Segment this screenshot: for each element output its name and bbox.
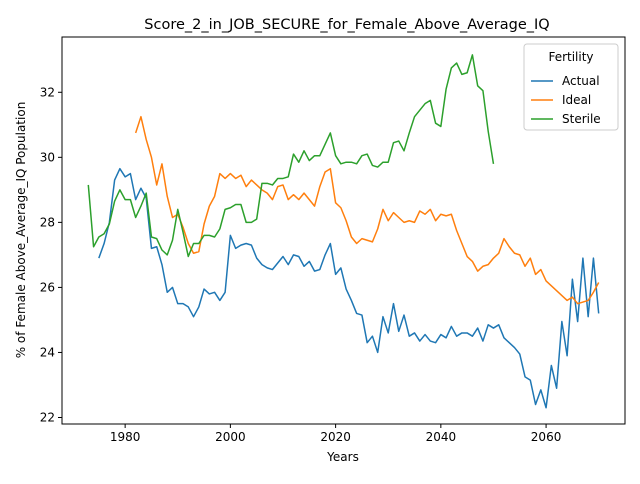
- x-axis-ticks: 1980 2000 2020 2040 2060: [110, 424, 561, 444]
- x-tick-label: 2040: [426, 430, 457, 444]
- x-tick-label: 2060: [531, 430, 562, 444]
- y-tick-label: 28: [40, 215, 55, 229]
- y-axis-ticks: 22 24 26 28 30 32: [40, 85, 62, 424]
- x-tick-label: 1980: [110, 430, 141, 444]
- x-tick-label: 2000: [215, 430, 246, 444]
- x-axis-label: Years: [326, 450, 359, 464]
- series-line-actual: [98, 167, 600, 409]
- x-tick-label: 2020: [320, 430, 351, 444]
- y-tick-label: 30: [40, 150, 55, 164]
- legend-label-sterile: Sterile: [562, 112, 601, 126]
- y-axis-label: % of Female Above_Average_IQ Population: [14, 102, 28, 359]
- legend-label-ideal: Ideal: [562, 93, 591, 107]
- y-tick-label: 26: [40, 280, 55, 294]
- chart-title: Score_2_in_JOB_SECURE_for_Female_Above_A…: [144, 17, 549, 33]
- y-tick-label: 24: [40, 345, 55, 359]
- plot-area-frame: [61, 36, 626, 425]
- series-line-sterile: [87, 54, 495, 258]
- series-line-ideal: [134, 115, 600, 305]
- y-tick-label: 22: [40, 410, 55, 424]
- legend-title: Fertility: [548, 50, 593, 64]
- legend-label-actual: Actual: [562, 74, 600, 88]
- y-tick-label: 32: [40, 85, 55, 99]
- plot-lines: [87, 54, 600, 409]
- legend-box: [523, 43, 619, 131]
- legend: Fertility Actual Ideal Sterile: [523, 43, 619, 131]
